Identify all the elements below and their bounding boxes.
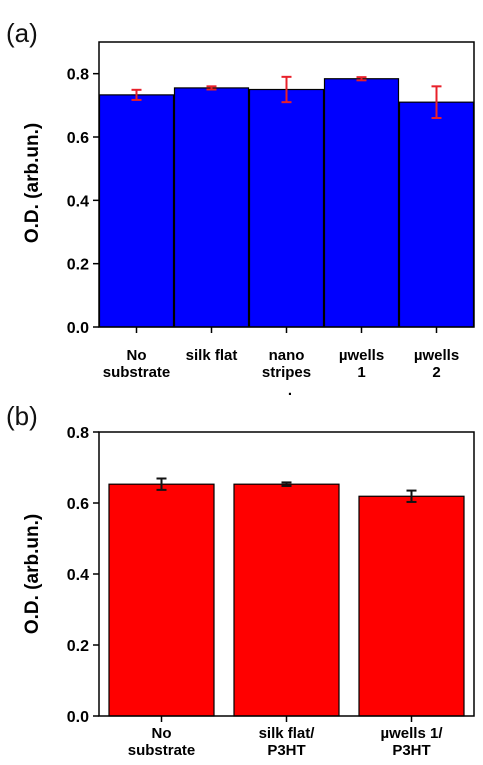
panel-b-y-tick-label: 0.4 <box>67 567 89 584</box>
panel-b-x-tick-label: P3HT <box>392 742 430 759</box>
panel-b-bar <box>233 483 340 717</box>
panel-a-error-bar <box>206 85 217 91</box>
panel-a-x-tick-label: substrate <box>103 364 171 381</box>
panel-a-plot-frame <box>98 41 475 328</box>
panel-a-y-tick-label: 0.6 <box>67 130 89 147</box>
panel-b-x-tick-label: substrate <box>128 742 196 759</box>
panel-b-letter: (b) <box>6 401 38 431</box>
panel-b-x-tick-label: P3HT <box>267 742 305 759</box>
panel-a-error-bar <box>356 76 367 82</box>
panel-a-x-tick-label: nano <box>269 347 305 364</box>
panel-b-plot-frame <box>98 431 475 717</box>
panel-b-error-bar <box>156 477 167 491</box>
panel-b-y-tick-label: 0.0 <box>67 709 89 726</box>
panel-a-bar <box>98 94 175 328</box>
panel-a-x-tick-label: µwells <box>339 347 384 364</box>
panel-a-bar <box>398 101 475 328</box>
panel-a-x-tick-label: 2 <box>432 364 440 381</box>
panel-b-x-tick-label: µwells 1/ <box>380 725 443 742</box>
panel-a-y-tick-label: 0.0 <box>67 320 89 337</box>
panel-a-y-tick-label: 0.2 <box>67 257 89 274</box>
panel-a-error-bar <box>131 88 142 101</box>
panel-b-error-bar <box>406 489 417 503</box>
panel-a-y-tick-label: 0.4 <box>67 193 89 210</box>
panel-a-error-bar <box>431 85 442 119</box>
panel-b-y-tick-label: 0.6 <box>67 496 89 513</box>
panel-b-bar <box>358 495 465 717</box>
panel-a-bar <box>248 88 325 328</box>
chart-panel-a: (a) O.D. (arb.un.) 0.0 0.2 0.4 0.6 0.8 Nosubs… <box>6 18 475 399</box>
panel-b-y-tick-label: 0.2 <box>67 638 89 655</box>
panel-a-error-bar <box>281 75 292 104</box>
panel-b-x-tick-label: silk flat/ <box>259 725 316 742</box>
panel-a-x-tick-label: No <box>127 347 147 364</box>
panel-b-bar <box>108 483 215 717</box>
panel-a-bar <box>323 78 400 328</box>
panel-b-x-tick-label: No <box>152 725 172 742</box>
panel-b-y-axis-label: O.D. (arb.un.) <box>22 514 43 634</box>
panel-a-stray-mark: . <box>288 382 292 399</box>
panel-b-y-tick-label: 0.8 <box>67 425 89 442</box>
chart-panel-b: (b) O.D. (arb.un.) 0.0 0.2 0.4 0.6 0.8 Nosubs… <box>6 401 475 759</box>
panel-a-x-tick-label: 1 <box>357 364 365 381</box>
panel-b-error-bar <box>281 481 292 487</box>
panel-a-bar <box>173 87 250 328</box>
panel-a-x-tick-label: silk flat <box>186 347 238 364</box>
panel-a-letter: (a) <box>6 18 38 48</box>
panel-a-x-tick-label: stripes <box>262 364 311 381</box>
panel-a-x-tick-label: µwells <box>414 347 459 364</box>
panel-a-y-tick-label: 0.8 <box>67 67 89 84</box>
panel-a-y-axis-label: O.D. (arb.un.) <box>22 123 43 243</box>
